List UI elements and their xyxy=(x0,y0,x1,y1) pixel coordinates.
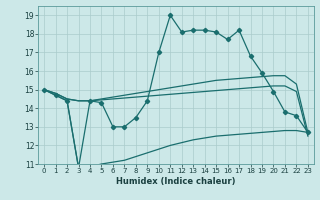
X-axis label: Humidex (Indice chaleur): Humidex (Indice chaleur) xyxy=(116,177,236,186)
